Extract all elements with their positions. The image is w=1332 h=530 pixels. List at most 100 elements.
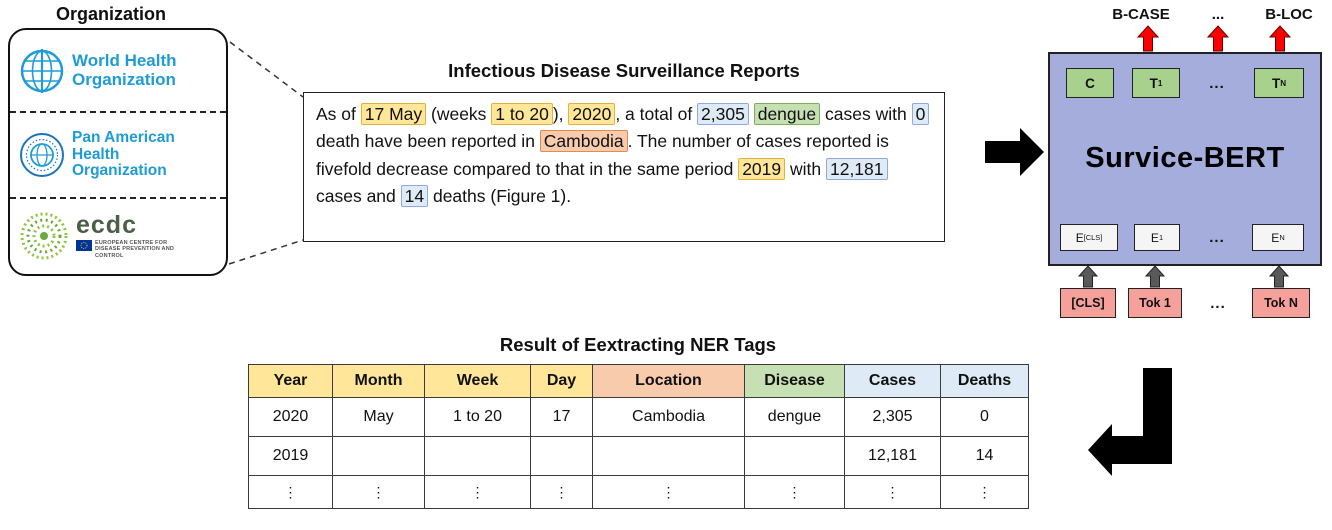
table-header-row: Year Month Week Day Location Disease Cas… [248, 364, 1029, 398]
entity-count: 2,305 [697, 103, 749, 125]
table-cell [744, 436, 845, 476]
column-header-location: Location [592, 364, 745, 398]
table-title: Result of Eextracting NER Tags [499, 334, 777, 355]
token-text: C [1085, 75, 1095, 91]
who-name: World Health Organization [72, 51, 177, 89]
token-text: E [1075, 230, 1084, 245]
embedding-ellipsis: ... [1209, 229, 1225, 246]
organization-title: Organization [56, 4, 167, 24]
table-row: 2020 May 1 to 20 17 Cambodia dengue 2,30… [248, 397, 1029, 437]
output-label-ellipsis: ... [1211, 6, 1225, 23]
org-name-line: World Health [72, 51, 177, 71]
org-item-paho: Pan American Health Organization [10, 113, 226, 199]
embedding-cls: E [CLS] [1060, 224, 1118, 251]
table-cell: ⋮ [530, 475, 593, 509]
organization-panel: World Health Organization Pan American H… [8, 28, 228, 276]
ecdc-logo-icon [20, 212, 68, 260]
entity-date: 1 to 20 [491, 103, 553, 125]
ecdc-block: ecdc EUROPEAN CENTRE FOR DISEASE PREVENT… [76, 210, 187, 260]
ecdc-footer: EUROPEAN CENTRE FOR DISEASE PREVENTION A… [76, 239, 187, 260]
token-sub: 1 [1158, 233, 1164, 242]
org-item-who: World Health Organization [10, 30, 226, 113]
entity-count: 12,181 [825, 157, 888, 180]
table-cell [530, 436, 593, 476]
flow-right-arrow-icon [985, 128, 1044, 176]
table-cell [592, 436, 745, 476]
column-header-month: Month [332, 364, 425, 398]
entity-date: 2020 [568, 103, 616, 125]
column-header-week: Week [424, 364, 531, 398]
org-name-line: Health [72, 145, 120, 163]
report-segment: deaths (Figure 1). [428, 186, 572, 207]
table-cell: ⋮ [248, 475, 333, 509]
entity-date: 2019 [738, 157, 786, 180]
input-token-1: Tok 1 [1128, 288, 1182, 318]
token-text: E [1271, 230, 1280, 245]
table-cell: 2019 [248, 436, 333, 476]
report-segment: As of [316, 104, 361, 124]
elbow-left-arrow-icon [1088, 368, 1172, 476]
report-segment: cases with [820, 104, 912, 124]
table-cell: ⋮ [844, 475, 941, 509]
org-name-line: Organization [72, 69, 176, 89]
table-cell [332, 436, 425, 476]
input-token-ellipsis: ... [1210, 294, 1226, 312]
ecdc-wordmark: ecdc [76, 210, 137, 239]
column-header-day: Day [530, 364, 593, 398]
ner-table: Year Month Week Day Location Disease Cas… [248, 364, 1029, 509]
paho-logo-icon [20, 133, 64, 177]
output-token-c: C [1066, 68, 1114, 98]
ecdc-caption: EUROPEAN CENTRE FOR DISEASE PREVENTION A… [95, 239, 175, 259]
entity-disease: dengue [753, 103, 821, 125]
token-text: T [1149, 75, 1158, 91]
table-row-ellipsis: ⋮ ⋮ ⋮ ⋮ ⋮ ⋮ ⋮ ⋮ [248, 475, 1029, 509]
red-up-arrow-icon [1136, 25, 1160, 52]
report-segment [749, 104, 754, 124]
org-to-report-connector-bottom [228, 239, 304, 265]
token-sub: N [1280, 78, 1287, 88]
entity-count: 0 [911, 103, 930, 125]
entity-location: Cambodia [539, 130, 628, 153]
table-cell: 2020 [248, 397, 333, 437]
table-cell: ⋮ [744, 475, 845, 509]
paho-name: Pan American Health Organization [72, 128, 175, 180]
table-cell: ⋮ [332, 475, 425, 509]
report-segment: . The number of cases reported is fivefo… [316, 131, 894, 179]
token-sub: 1 [1157, 78, 1163, 88]
token-sub: [CLS] [1083, 233, 1103, 242]
org-name-line: Pan American [72, 128, 175, 146]
report-box: As of 17 May (weeks 1 to 20), 2020, a to… [303, 92, 945, 242]
token-sub: N [1279, 233, 1285, 242]
table-cell: ⋮ [592, 475, 745, 509]
table-cell: Cambodia [592, 397, 745, 437]
report-text: As of 17 May (weeks 1 to 20), 2020, a to… [316, 101, 932, 211]
entity-count: 14 [400, 185, 429, 208]
gray-up-arrow-icon [1144, 265, 1166, 288]
report-segment: with [785, 158, 826, 179]
org-to-report-connector-top [229, 41, 304, 98]
org-name-line: Organization [72, 162, 167, 180]
table-row: 2019 12,181 14 [248, 436, 1029, 476]
token-text: E [1150, 230, 1159, 245]
column-header-deaths: Deaths [940, 364, 1029, 398]
gray-up-arrow-icon [1077, 265, 1099, 288]
column-header-year: Year [248, 364, 333, 398]
report-segment: ), [552, 104, 569, 124]
gray-up-arrow-icon [1268, 265, 1290, 288]
input-token-n: Tok N [1252, 288, 1310, 318]
who-logo-icon [20, 48, 64, 93]
eu-flag-icon [76, 239, 92, 251]
table-cell: 0 [940, 397, 1029, 437]
output-token-ellipsis: ... [1209, 74, 1225, 92]
red-up-arrow-icon [1268, 25, 1292, 52]
red-up-arrow-icon [1206, 25, 1230, 52]
bert-model-name: Survice-BERT [1085, 142, 1285, 174]
input-token-cls: [CLS] [1060, 288, 1116, 318]
output-label-bloc: B-LOC [1265, 6, 1313, 23]
report-title: Infectious Disease Surveillance Reports [448, 60, 800, 81]
